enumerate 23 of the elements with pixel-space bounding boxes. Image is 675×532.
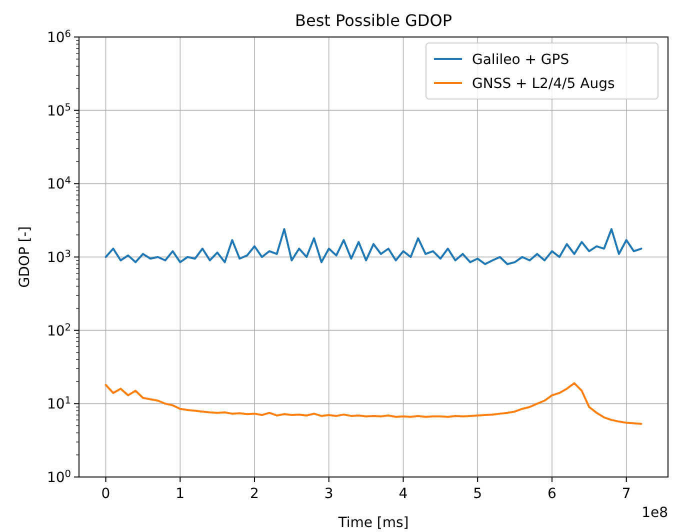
x-tick-label: 4 bbox=[398, 486, 408, 502]
y-axis-title: GDOP [-] bbox=[17, 226, 33, 288]
x-tick-label: 2 bbox=[250, 486, 259, 502]
x-tick-label: 0 bbox=[101, 486, 110, 502]
chart-title: Best Possible GDOP bbox=[295, 11, 452, 30]
y-tick-label: 10$^{4}$ bbox=[46, 175, 71, 193]
y-tick-label: 10$^{3}$ bbox=[46, 248, 71, 266]
y-tick-label: 10$^{6}$ bbox=[46, 28, 71, 46]
y-tick-label: 10$^{1}$ bbox=[46, 395, 71, 413]
y-tick-label: 10$^{2}$ bbox=[46, 322, 71, 340]
y-tick-label: 10$^{5}$ bbox=[46, 102, 71, 120]
x-tick-label: 1 bbox=[176, 486, 185, 502]
legend-label: Galileo + GPS bbox=[472, 52, 570, 68]
x-axis-title: Time [ms] bbox=[337, 515, 409, 531]
x-tick-label: 6 bbox=[548, 486, 557, 502]
line-series bbox=[104, 382, 642, 425]
legend-label: GNSS + L2/4/5 Augs bbox=[472, 76, 615, 92]
x-tick-label: 7 bbox=[622, 486, 631, 502]
line-series bbox=[104, 228, 642, 266]
x-tick-label: 5 bbox=[473, 486, 482, 502]
y-tick-label: 10$^{0}$ bbox=[46, 468, 71, 486]
text: 1e8 bbox=[642, 505, 668, 521]
x-tick-label: 3 bbox=[324, 486, 334, 502]
